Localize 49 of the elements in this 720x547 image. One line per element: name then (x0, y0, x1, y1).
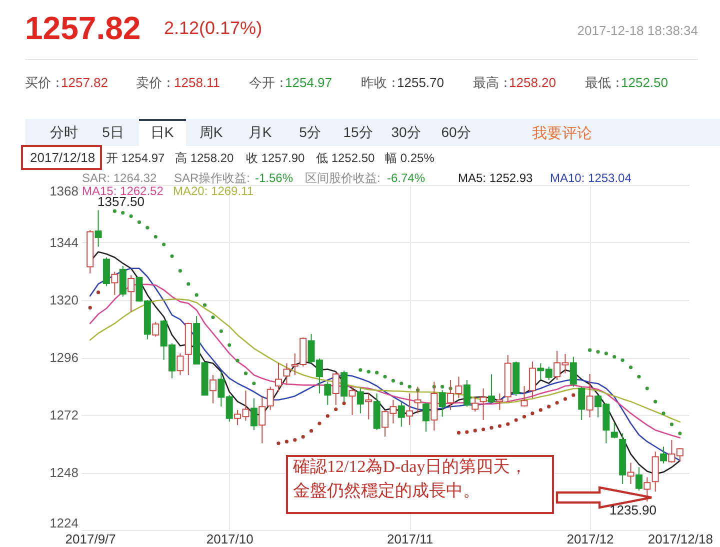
text: MA20: 1269.11 (173, 184, 254, 198)
text: 30分 (391, 124, 421, 140)
y-tick-label: 1344 (50, 235, 78, 250)
x-tick-label: 2017/11 (387, 532, 434, 546)
x-tick-label: 2017/10 (206, 532, 254, 546)
text: 日K (150, 124, 174, 140)
text: 低 1252.50 (316, 151, 376, 165)
x-tick-label: 2017/12/18 (648, 532, 713, 546)
text: MA10: 1253.04 (550, 171, 632, 185)
text: 1255.70 (397, 75, 444, 90)
text: 60分 (441, 124, 471, 140)
text: MA5: 1252.93 (458, 171, 534, 185)
y-tick-label: 1224 (50, 516, 78, 530)
annotation: 確認12/12為D-day日的第四天， (292, 457, 528, 476)
annotation: 区间股价收益: (305, 171, 380, 185)
text: 15分 (343, 124, 373, 140)
x-tick-label: 2017/12 (566, 532, 614, 546)
text: 5日 (102, 124, 124, 140)
y-tick-label: 1272 (50, 408, 78, 422)
text: 1257.82 (61, 75, 108, 90)
text: 收 1257.90 (246, 151, 306, 165)
text: 2.12(0.17%) (164, 18, 262, 38)
annotation: 金盤仍然穩定的成長中。 (293, 481, 480, 500)
text: 开 1254.97 (106, 151, 166, 165)
y-tick-label: 1296 (50, 350, 78, 365)
text: 1257.82 (25, 10, 141, 46)
annotation: SAR: 1264.32 (82, 171, 158, 185)
annotation: -1.56% (255, 171, 294, 185)
text: 卖价： (136, 75, 175, 90)
text: 幅 0.25% (385, 151, 435, 165)
y-tick-label: 1248 (50, 465, 78, 480)
text: 5分 (299, 124, 321, 140)
y-tick-label: 1368 (50, 184, 78, 198)
x-tick-label: 2017/9/7 (65, 532, 116, 546)
text: 分时 (50, 124, 78, 140)
text: 我要评论 (532, 125, 592, 142)
y-tick-label: 1320 (50, 292, 78, 308)
annotation: SAR操作收益: (174, 171, 250, 185)
text: 1258.20 (509, 75, 556, 90)
text: 1252.50 (621, 75, 668, 90)
text: 1258.11 (174, 75, 220, 90)
text: 周K (199, 124, 224, 140)
text: 高 1258.20 (175, 151, 234, 165)
text: 2017-12-18 18:38:34 (577, 23, 698, 38)
annotation: -6.74% (387, 171, 426, 185)
text: 1254.97 (285, 75, 332, 90)
text: 月K (248, 124, 272, 140)
text: 2017/12/18 (30, 150, 96, 165)
annotation: 1235.90 (610, 502, 657, 518)
